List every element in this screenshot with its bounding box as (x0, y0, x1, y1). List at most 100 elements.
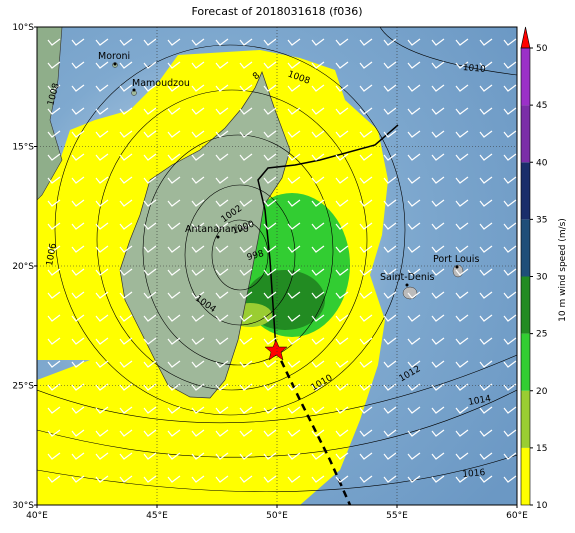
barb (215, 130, 229, 138)
barb (71, 176, 85, 184)
barb (359, 406, 373, 414)
barb (119, 452, 133, 460)
barb (47, 222, 61, 230)
barb (359, 176, 373, 184)
barb (335, 314, 349, 322)
barb (239, 107, 253, 115)
barb (119, 383, 133, 391)
barb (431, 452, 445, 460)
colorbar-tick-label: 40 (536, 158, 548, 168)
barb (335, 383, 349, 391)
barb (47, 199, 61, 207)
barb (215, 245, 229, 253)
barb (479, 130, 493, 138)
barb (383, 314, 397, 322)
barb (431, 383, 445, 391)
barb (503, 153, 517, 161)
barb (455, 360, 469, 368)
barb (455, 429, 469, 437)
barb (263, 107, 277, 115)
barb (215, 429, 229, 437)
barb (503, 268, 517, 276)
barb (167, 107, 181, 115)
barb (47, 245, 61, 253)
barb (479, 291, 493, 299)
barb (359, 84, 373, 92)
barb (455, 107, 469, 115)
barb (359, 291, 373, 299)
barb (191, 176, 205, 184)
barb (455, 38, 469, 46)
colorbar-tick-label: 45 (536, 101, 547, 111)
colorbar-label: 10 m wind speed (m/s) (558, 218, 568, 322)
barb (119, 475, 133, 483)
barb (119, 337, 133, 345)
barb (287, 452, 301, 460)
x-tick-label: 45°E (146, 511, 168, 521)
barb (215, 406, 229, 414)
barb (431, 61, 445, 69)
barb (191, 383, 205, 391)
barb (239, 199, 253, 207)
barb (215, 314, 229, 322)
barb (191, 38, 205, 46)
barb (263, 268, 277, 276)
barb (335, 291, 349, 299)
barb (407, 383, 421, 391)
barb (191, 360, 205, 368)
barb (47, 314, 61, 322)
barb (215, 452, 229, 460)
barb (311, 337, 325, 345)
barb (143, 452, 157, 460)
colorbar-band (521, 447, 530, 505)
barb (95, 429, 109, 437)
barb (95, 360, 109, 368)
isobar-label: 1016 (462, 468, 486, 480)
barb (431, 475, 445, 483)
barb (431, 291, 445, 299)
barb (239, 406, 253, 414)
barb (239, 452, 253, 460)
barb (311, 107, 325, 115)
barb (47, 61, 61, 69)
barb (407, 176, 421, 184)
barb (167, 199, 181, 207)
barb (263, 429, 277, 437)
barb (479, 199, 493, 207)
barb (407, 291, 421, 299)
barb (407, 245, 421, 253)
barb (359, 245, 373, 253)
barb (359, 452, 373, 460)
barb (287, 176, 301, 184)
barb (503, 107, 517, 115)
barb (407, 61, 421, 69)
barb (311, 383, 325, 391)
barb (167, 291, 181, 299)
barb (47, 383, 61, 391)
barb (143, 153, 157, 161)
barb (263, 475, 277, 483)
barb (359, 199, 373, 207)
place-marker (132, 88, 136, 92)
barb (455, 337, 469, 345)
barb (263, 452, 277, 460)
barb (479, 222, 493, 230)
place-marker (113, 62, 117, 66)
barb (359, 337, 373, 345)
barb (119, 314, 133, 322)
barb (191, 222, 205, 230)
y-tick-label: 25°S (12, 382, 34, 392)
barb (287, 337, 301, 345)
barb (359, 222, 373, 230)
barb (119, 199, 133, 207)
barb (311, 130, 325, 138)
barb (383, 383, 397, 391)
barb (431, 107, 445, 115)
colorbar-band (521, 162, 530, 220)
barb (143, 130, 157, 138)
barb (287, 222, 301, 230)
barb (335, 337, 349, 345)
barb (359, 107, 373, 115)
barb (311, 291, 325, 299)
barb (215, 107, 229, 115)
